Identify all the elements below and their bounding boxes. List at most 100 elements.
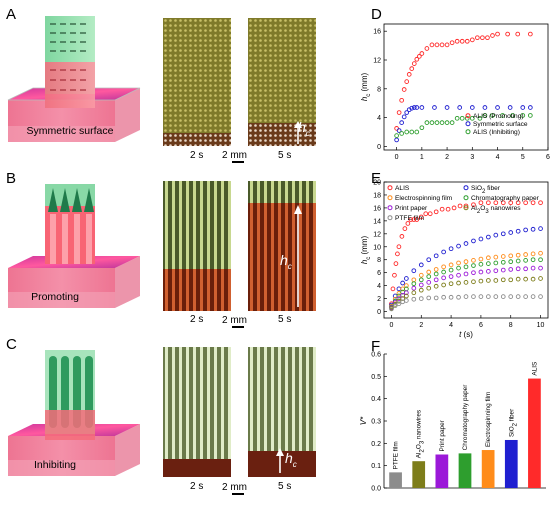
data-point: [392, 272, 397, 278]
data-point: [429, 42, 435, 48]
data-point: [530, 226, 536, 232]
y-tick-label: 12: [373, 58, 381, 65]
bar-label: Electrospinning film: [485, 392, 492, 447]
data-point: [419, 51, 425, 56]
data-point: [486, 234, 491, 240]
data-point: [418, 282, 424, 288]
data-point: [389, 306, 394, 312]
data-point: [500, 200, 506, 206]
data-point: [538, 276, 543, 281]
data-point: [463, 280, 469, 285]
data-point: [411, 61, 417, 66]
legend-entry: ALIS (Inhibiting): [473, 129, 520, 136]
photo-c-scale-bar: [232, 493, 244, 495]
legend-marker: [463, 195, 469, 201]
data-point: [527, 105, 533, 110]
data-point: [508, 277, 514, 283]
data-point: [485, 35, 490, 41]
data-point: [433, 277, 439, 283]
data-point: [500, 231, 506, 237]
x-tick-label: 3: [470, 154, 474, 161]
legend-entry: Symmetric surface: [473, 121, 528, 128]
data-point: [392, 303, 398, 309]
data-point: [493, 254, 499, 260]
data-point: [508, 230, 514, 235]
data-point: [530, 251, 536, 257]
data-point: [456, 243, 461, 249]
data-point: [404, 110, 410, 115]
data-point: [411, 285, 417, 291]
data-point: [478, 200, 484, 206]
legend-entry: ALIS: [395, 185, 410, 192]
y-tick-label: 0.4: [371, 396, 381, 403]
photo-b-time-right: 5 s: [278, 314, 292, 325]
data-point: [434, 120, 440, 125]
data-point: [463, 294, 469, 299]
plot-frame: [383, 23, 549, 151]
data-point: [404, 283, 409, 288]
bar-label: Chromatography paper: [462, 384, 469, 451]
data-point: [444, 120, 450, 125]
data-point: [404, 129, 410, 135]
photo-c-hc-label: hc: [285, 450, 297, 469]
data-point: [471, 202, 476, 208]
data-point: [520, 105, 526, 110]
data-point: [459, 115, 465, 121]
legend-marker: [465, 129, 471, 135]
data-point: [478, 278, 484, 284]
data-point: [432, 105, 437, 110]
y-tick-label: 6: [377, 270, 381, 277]
data-point: [463, 203, 469, 209]
data-point: [448, 281, 454, 287]
data-point: [402, 226, 408, 231]
data-point: [448, 274, 454, 279]
data-point: [441, 264, 446, 270]
data-point: [493, 294, 499, 299]
data-point: [508, 294, 514, 299]
data-point: [515, 31, 521, 37]
data-point: [404, 290, 409, 296]
data-point: [411, 296, 417, 302]
legend-entry: PTFE film: [395, 215, 424, 222]
y-tick-label: 18: [373, 192, 381, 199]
data-point: [408, 217, 414, 222]
data-point: [441, 294, 446, 300]
data-point: [423, 211, 429, 217]
data-point: [464, 115, 470, 121]
data-point: [538, 200, 543, 206]
x-tick-label: 6: [546, 154, 550, 161]
data-point: [463, 271, 469, 277]
data-point: [523, 258, 528, 263]
data-point: [505, 31, 510, 37]
data-point: [449, 120, 455, 125]
data-point: [418, 277, 424, 283]
y-tick-label: 0.5: [371, 374, 381, 381]
data-point: [493, 268, 499, 274]
data-point: [478, 236, 484, 242]
data-point: [463, 259, 469, 265]
y-tick-label: 0.0: [371, 486, 381, 493]
data-point: [427, 211, 433, 217]
data-point: [439, 120, 445, 125]
data-point: [490, 33, 495, 38]
legend-entry: Chromatography paper: [471, 195, 540, 202]
x-tick-label: 1: [420, 154, 424, 161]
bar-label: Al2O3 nanowires: [416, 410, 426, 458]
data-point: [411, 268, 417, 274]
legend-entry: Al2O3 nanowires: [471, 205, 521, 215]
data-point: [454, 38, 460, 44]
chart-e: 0 2 4 6 8 10 0 2 4 6 8 10 12 14 16 18 20 hc (mm) t (s) ALIS…: [360, 180, 549, 339]
data-point: [508, 267, 514, 272]
data-point: [486, 269, 491, 274]
data-point: [396, 110, 402, 115]
data-point: [418, 262, 424, 268]
data-point: [471, 263, 476, 268]
y-tick-label: 0: [377, 309, 381, 316]
data-point: [500, 294, 506, 299]
legend-marker: [465, 113, 471, 119]
data-point: [414, 129, 420, 135]
data-point: [448, 267, 454, 273]
x-tick-label: 4: [496, 154, 500, 161]
data-point: [409, 105, 415, 111]
